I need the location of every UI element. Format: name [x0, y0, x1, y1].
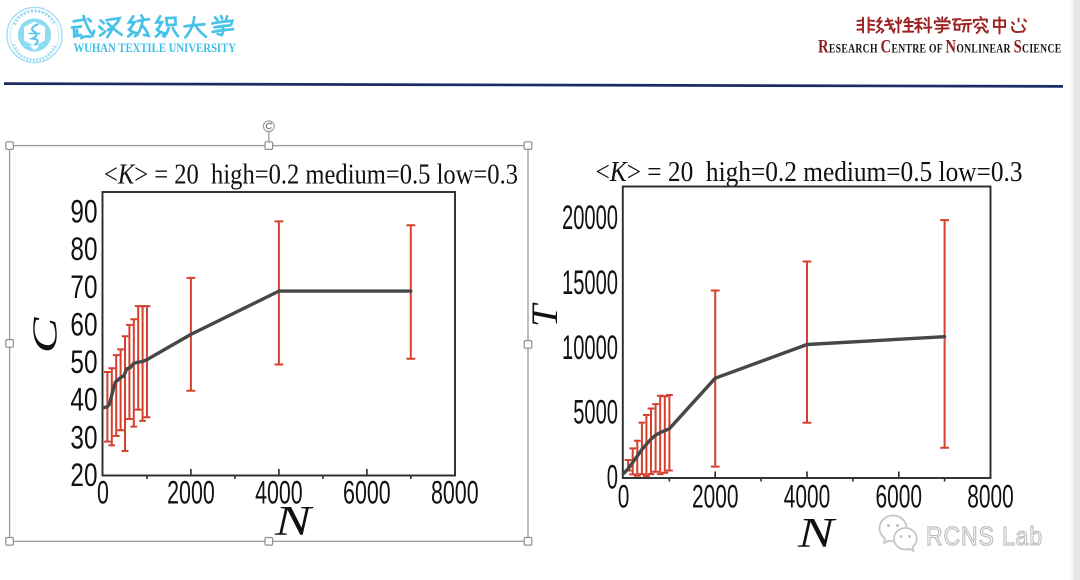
svg-text:RESEARCH CENTRE OF NONLINEAR S: RESEARCH CENTRE OF NONLINEAR SCIENCE — [818, 36, 1061, 57]
svg-text:90: 90 — [70, 194, 97, 230]
svg-text:6000: 6000 — [876, 479, 922, 515]
svg-text:8000: 8000 — [967, 479, 1013, 515]
svg-text:30: 30 — [70, 419, 97, 455]
svg-text:N: N — [797, 511, 837, 557]
svg-text:RCNS Lab: RCNS Lab — [926, 521, 1043, 551]
svg-text:70: 70 — [70, 269, 97, 305]
svg-text:N: N — [274, 499, 314, 545]
svg-text:80: 80 — [70, 231, 97, 267]
svg-text:60: 60 — [70, 306, 97, 342]
svg-text:<K> = 20 high=0.2 medium=0.5: <K> = 20 high=0.2 medium=0.5 low=0.3 — [596, 157, 1023, 188]
svg-text:20: 20 — [70, 457, 97, 493]
svg-text:0: 0 — [618, 479, 630, 515]
svg-text:10000: 10000 — [562, 329, 618, 367]
svg-text:15000: 15000 — [562, 264, 618, 302]
svg-text:4000: 4000 — [255, 475, 303, 511]
svg-text:T: T — [524, 302, 565, 327]
svg-text:20000: 20000 — [562, 199, 618, 237]
svg-text:C: C — [26, 317, 64, 354]
svg-text:5000: 5000 — [573, 394, 618, 432]
svg-text:40: 40 — [70, 382, 97, 418]
svg-text:0: 0 — [97, 475, 109, 511]
svg-text:8000: 8000 — [431, 475, 479, 511]
svg-text:50: 50 — [70, 344, 97, 380]
svg-text:<K> = 20 high=0.2 medium=0.5: <K> = 20 high=0.2 medium=0.5 low=0.3 — [104, 160, 518, 191]
svg-text:WUHAN TEXTILE UNIVERSITY: WUHAN TEXTILE UNIVERSITY — [74, 40, 237, 55]
svg-text:2000: 2000 — [167, 475, 215, 511]
svg-text:2000: 2000 — [692, 479, 738, 515]
svg-text:0: 0 — [607, 459, 618, 497]
svg-text:4000: 4000 — [784, 479, 830, 515]
svg-text:6000: 6000 — [343, 475, 391, 511]
